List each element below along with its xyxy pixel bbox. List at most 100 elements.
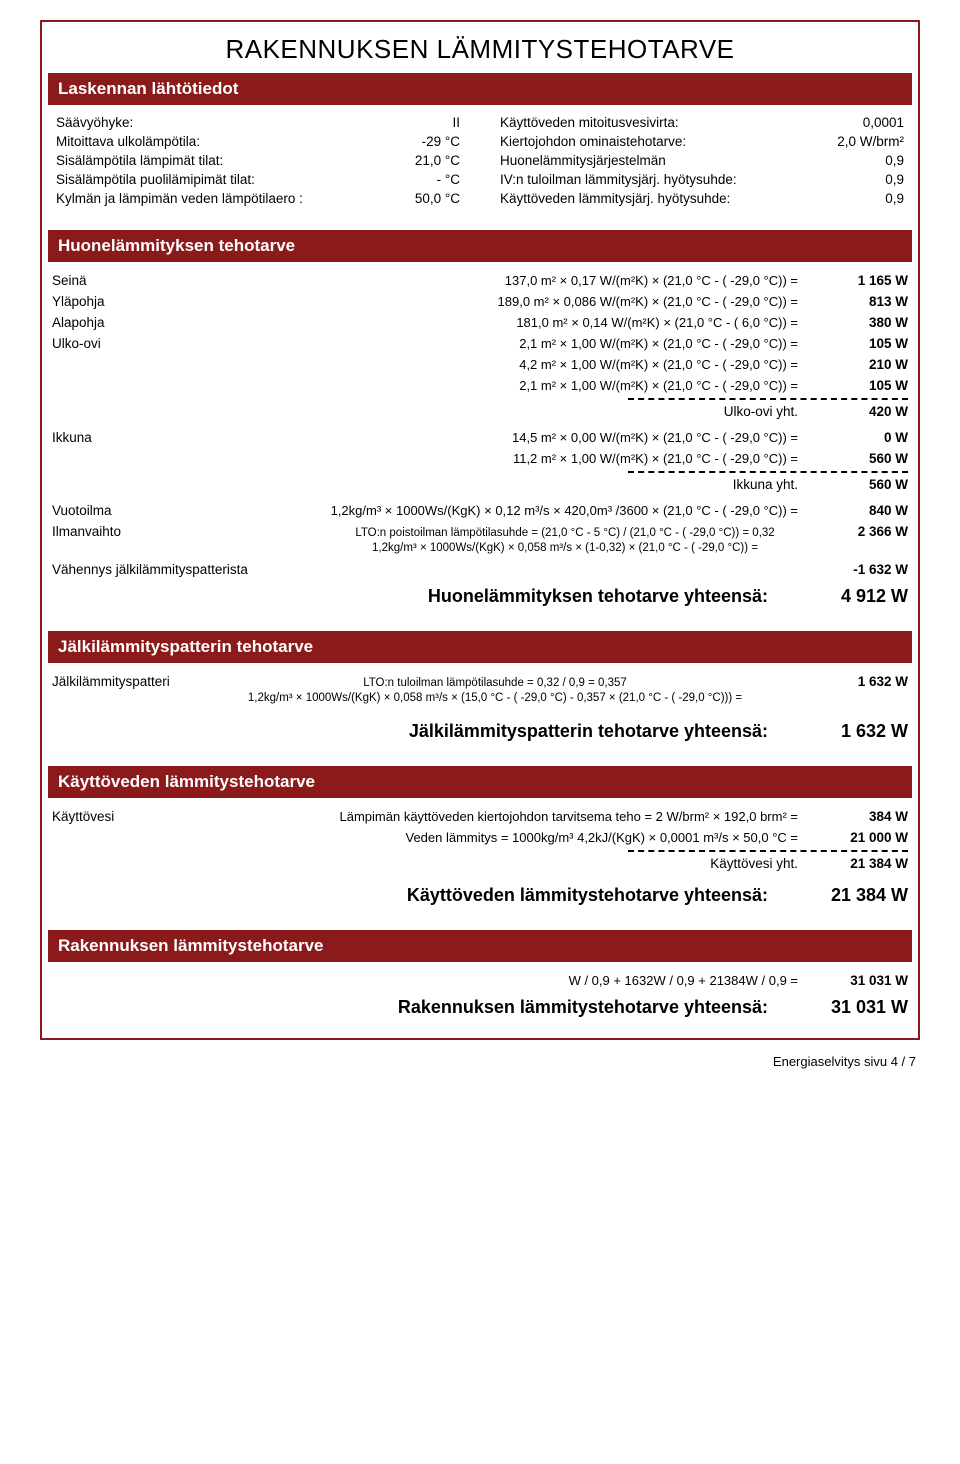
param-row: Säävyöhyke:II: [56, 113, 460, 132]
total-label: Käyttöveden lämmitystehotarve yhteensä:: [407, 885, 798, 906]
total-value: 21 384 W: [798, 885, 908, 906]
param-value: 0,9: [877, 172, 904, 187]
param-label: Kylmän ja lämpimän veden lämpötilaero :: [56, 191, 407, 206]
param-row: IV:n tuloilman lämmitysjärj. hyötysuhde:…: [500, 170, 904, 189]
calc-row: Alapohja181,0 m² × 0,14 W/(m²K) × (21,0 …: [52, 312, 908, 333]
calc-row: Vähennys jälkilämmityspatterista -1 632 W: [52, 559, 908, 580]
row-label: Ulko-ovi: [52, 336, 182, 351]
param-value: - °C: [429, 172, 460, 187]
parameters-grid: Säävyöhyke:IIMitoittava ulkolämpötila:-2…: [52, 113, 908, 216]
calc-row: KäyttövesiLämpimän käyttöveden kiertojoh…: [52, 806, 908, 827]
param-value: 0,9: [877, 191, 904, 206]
param-label: Sisälämpötila puolilämipimät tilat:: [56, 172, 429, 187]
param-label: Huonelämmitysjärjestelmän: [500, 153, 877, 168]
row-formula: 189,0 m² × 0,086 W/(m²K) × (21,0 °C - ( …: [182, 294, 818, 309]
row-formula: LTO:n tuloilman lämpötilasuhde = 0,32 / …: [182, 676, 818, 706]
row-formula: 2,1 m² × 1,00 W/(m²K) × (21,0 °C - ( -29…: [182, 378, 818, 393]
param-label: Sisälämpötila lämpimät tilat:: [56, 153, 407, 168]
row-formula: 4,2 m² × 1,00 W/(m²K) × (21,0 °C - ( -29…: [182, 357, 818, 372]
row-result: 31 031 W: [818, 973, 908, 988]
row-formula: 11,2 m² × 1,00 W/(m²K) × (21,0 °C - ( -2…: [182, 451, 818, 466]
dashed-rule: [628, 850, 908, 852]
param-row: Sisälämpötila puolilämipimät tilat:- °C: [56, 170, 460, 189]
row-formula: 137,0 m² × 0,17 W/(m²K) × (21,0 °C - ( -…: [182, 273, 818, 288]
param-label: Käyttöveden mitoitusvesivirta:: [500, 115, 855, 130]
row-result: 560 W: [818, 451, 908, 466]
row-formula: 2,1 m² × 1,00 W/(m²K) × (21,0 °C - ( -29…: [182, 336, 818, 351]
page-footer: Energiaselvitys sivu 4 / 7: [40, 1040, 920, 1069]
row-result: 210 W: [818, 357, 908, 372]
param-label: Mitoittava ulkolämpötila:: [56, 134, 414, 149]
calc-row: Yläpohja189,0 m² × 0,086 W/(m²K) × (21,0…: [52, 291, 908, 312]
subtotal-value: 560 W: [818, 477, 908, 492]
row-label: Käyttövesi: [52, 809, 182, 824]
param-value: 0,9: [877, 153, 904, 168]
section-header-lahtotiedot: Laskennan lähtötiedot: [48, 73, 912, 105]
calc-row: 4,2 m² × 1,00 W/(m²K) × (21,0 °C - ( -29…: [52, 354, 908, 375]
dashed-rule: [628, 471, 908, 473]
subtotal-label: Ikkuna yht.: [733, 477, 818, 492]
subtotal-label: Ulko-ovi yht.: [724, 404, 818, 419]
param-row: Huonelämmitysjärjestelmän0,9: [500, 151, 904, 170]
total-value: 1 632 W: [798, 721, 908, 742]
param-row: Kiertojohdon ominaistehotarve:2,0 W/brm²: [500, 132, 904, 151]
row-label: Jälkilämmityspatteri: [52, 674, 182, 689]
row-result: 21 000 W: [818, 830, 908, 845]
row-label: Vuotoilma: [52, 503, 322, 518]
row-formula: LTO:n poistoilman lämpötilasuhde = (21,0…: [322, 526, 818, 556]
row-result: 1 165 W: [818, 273, 908, 288]
row-formula: Veden lämmitys = 1000kg/m³ 4,2kJ/(KgK) ×…: [182, 830, 818, 845]
calc-row: Veden lämmitys = 1000kg/m³ 4,2kJ/(KgK) ×…: [52, 827, 908, 848]
row-label: Vähennys jälkilämmityspatterista: [52, 562, 322, 577]
row-label: Ilmanvaihto: [52, 524, 322, 539]
row-formula: 1,2kg/m³ × 1000Ws/(KgK) × 0,12 m³/s × 42…: [322, 503, 818, 518]
row-result: 813 W: [818, 294, 908, 309]
row-result: 384 W: [818, 809, 908, 824]
subtotal-label: Käyttövesi yht.: [710, 856, 818, 871]
row-label: Ikkuna: [52, 430, 182, 445]
param-row: Sisälämpötila lämpimät tilat:21,0 °C: [56, 151, 460, 170]
total-value: 4 912 W: [798, 586, 908, 607]
row-formula: 14,5 m² × 0,00 W/(m²K) × (21,0 °C - ( -2…: [182, 430, 818, 445]
param-value: 21,0 °C: [407, 153, 460, 168]
calc-row: IlmanvaihtoLTO:n poistoilman lämpötilasu…: [52, 521, 908, 559]
dashed-rule: [628, 398, 908, 400]
row-label: Seinä: [52, 273, 182, 288]
row-result: 2 366 W: [818, 524, 908, 539]
row-label: Alapohja: [52, 315, 182, 330]
param-label: Kiertojohdon ominaistehotarve:: [500, 134, 829, 149]
calc-row: Ikkuna14,5 m² × 0,00 W/(m²K) × (21,0 °C …: [52, 427, 908, 448]
param-row: Kylmän ja lämpimän veden lämpötilaero :5…: [56, 189, 460, 208]
section-header-rakennus: Rakennuksen lämmitystehotarve: [48, 930, 912, 962]
param-value: II: [444, 115, 460, 130]
param-row: Mitoittava ulkolämpötila:-29 °C: [56, 132, 460, 151]
row-label: Yläpohja: [52, 294, 182, 309]
param-value: 50,0 °C: [407, 191, 460, 206]
section-header-jalki: Jälkilämmityspatterin tehotarve: [48, 631, 912, 663]
total-label: Rakennuksen lämmitystehotarve yhteensä:: [398, 997, 798, 1018]
row-result: -1 632 W: [818, 562, 908, 577]
param-value: 0,0001: [855, 115, 904, 130]
report-frame: RAKENNUKSEN LÄMMITYSTEHOTARVE Laskennan …: [40, 20, 920, 1040]
total-value: 31 031 W: [798, 997, 908, 1018]
param-row: Käyttöveden lämmitysjärj. hyötysuhde:0,9: [500, 189, 904, 208]
calc-row: 11,2 m² × 1,00 W/(m²K) × (21,0 °C - ( -2…: [52, 448, 908, 469]
section-header-huone: Huonelämmityksen tehotarve: [48, 230, 912, 262]
param-label: Käyttöveden lämmitysjärj. hyötysuhde:: [500, 191, 877, 206]
section-header-kaytto: Käyttöveden lämmitystehotarve: [48, 766, 912, 798]
row-result: 0 W: [818, 430, 908, 445]
row-result: 1 632 W: [818, 674, 908, 689]
calc-row: Seinä137,0 m² × 0,17 W/(m²K) × (21,0 °C …: [52, 270, 908, 291]
subtotal-value: 420 W: [818, 404, 908, 419]
calc-row: Vuotoilma1,2kg/m³ × 1000Ws/(KgK) × 0,12 …: [52, 500, 908, 521]
row-result: 105 W: [818, 378, 908, 393]
report-title: RAKENNUKSEN LÄMMITYSTEHOTARVE: [42, 22, 918, 69]
row-formula: Lämpimän käyttöveden kiertojohdon tarvit…: [182, 809, 818, 824]
param-value: -29 °C: [414, 134, 460, 149]
row-formula: W / 0,9 + 1632W / 0,9 + 21384W / 0,9 =: [182, 973, 818, 988]
total-label: Jälkilämmityspatterin tehotarve yhteensä…: [409, 721, 798, 742]
calc-row: Ulko-ovi2,1 m² × 1,00 W/(m²K) × (21,0 °C…: [52, 333, 908, 354]
total-label: Huonelämmityksen tehotarve yhteensä:: [428, 586, 798, 607]
subtotal-value: 21 384 W: [818, 856, 908, 871]
param-label: Säävyöhyke:: [56, 115, 444, 130]
